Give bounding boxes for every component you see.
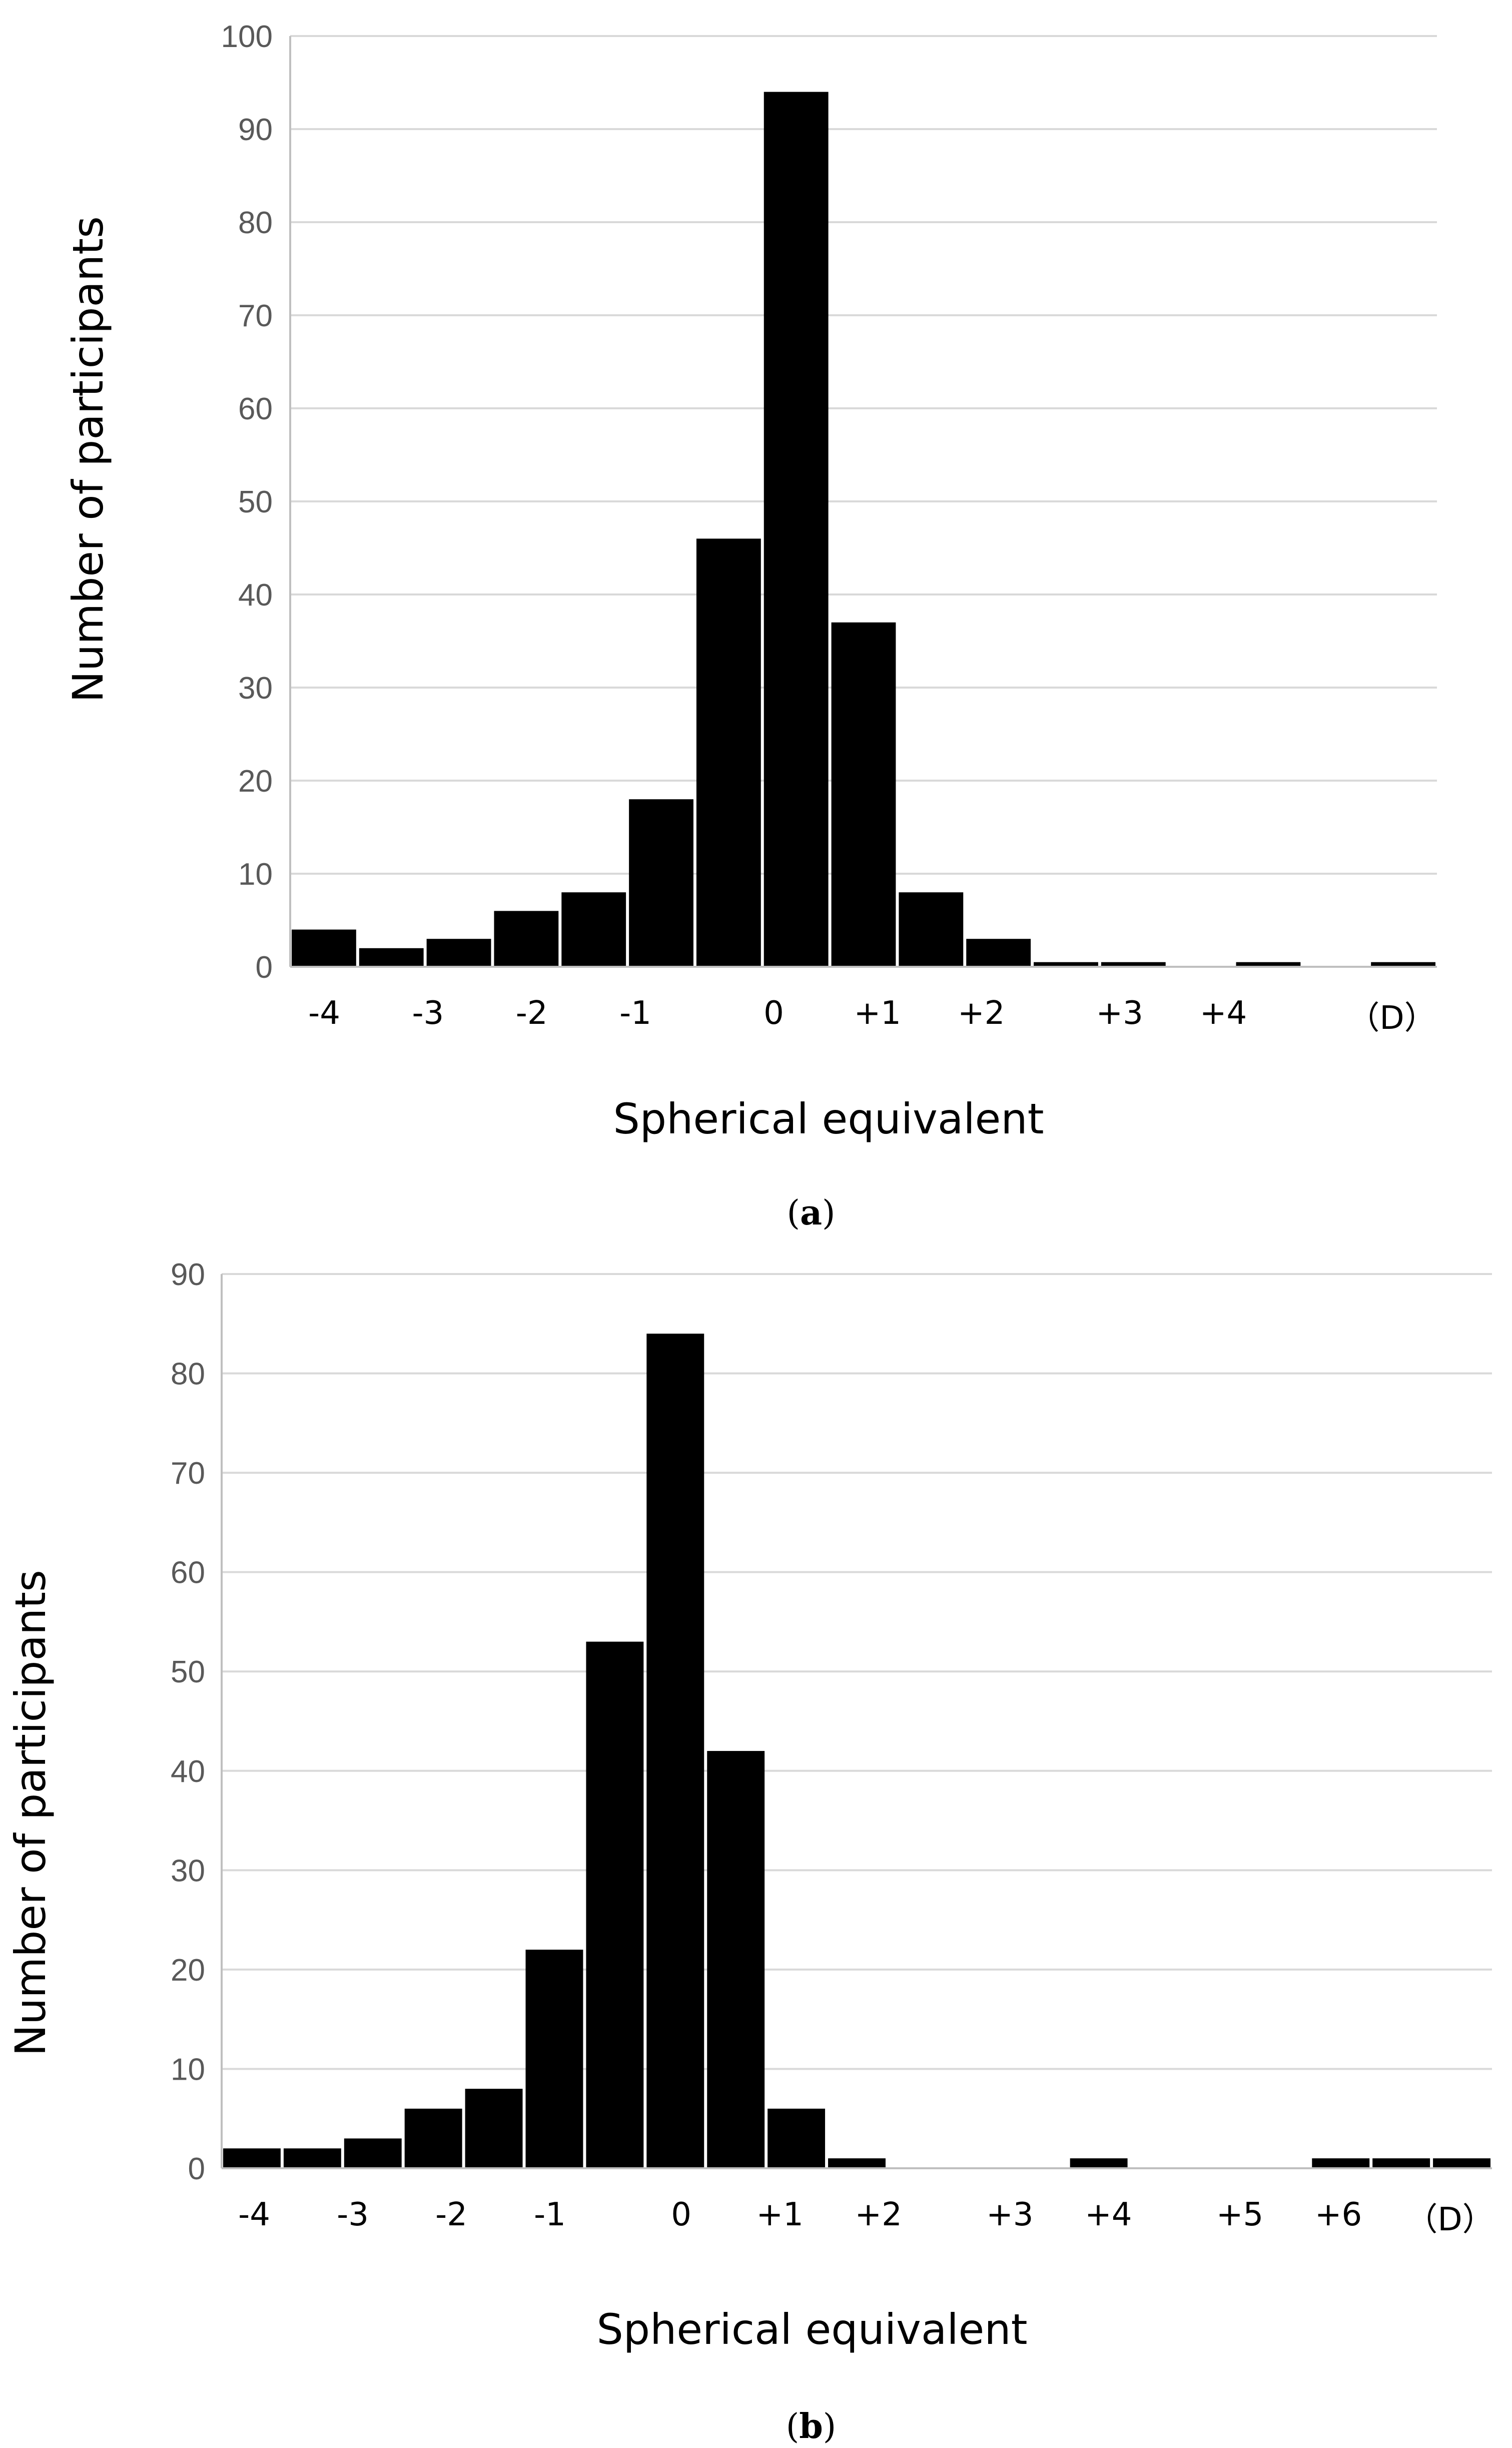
y-axis-title: Number of participants [6,1570,55,2056]
bar [831,622,896,967]
caption-a-open-paren: ( [787,1193,800,1233]
bar [1312,2158,1370,2168]
y-tick-label: 100 [221,20,273,54]
bar [828,2158,886,2168]
bar [1372,2158,1430,2168]
y-axis-title: Number of participants [64,216,113,703]
x-axis-title: Spherical equivalent [613,1094,1044,1143]
bar [707,1751,765,2168]
y-tick-label: 60 [171,1556,205,1590]
bar [768,2108,826,2168]
x-tick-label: -2 [516,995,548,1032]
y-tick-label: 80 [238,206,273,240]
panel-caption-a: (a) [787,1193,835,1233]
x-tick-label: +3 [986,2196,1033,2233]
bar [404,2108,462,2168]
x-unit-label: （D） [1405,2201,1494,2238]
x-tick-label: -4 [308,995,340,1032]
x-tick-label: +1 [756,2196,803,2233]
panel-caption-b: (b) [786,2406,837,2446]
x-tick-label: -3 [412,995,444,1032]
x-tick-label: +4 [1085,2196,1132,2233]
bar [646,1334,704,2168]
x-axis-title: Spherical equivalent [596,2305,1027,2354]
bar [966,939,1031,967]
x-tick-label: +2 [855,2196,902,2233]
bar [1070,2158,1128,2168]
bar [1236,962,1301,967]
bar [1371,962,1435,967]
y-tick-label: 20 [238,764,273,799]
x-tick-label: -1 [534,2196,566,2233]
bar [629,799,693,967]
bar [561,892,626,967]
chart-panel-b: 0 10 20 30 40 50 60 70 80 90 -4 -3 -2 -1 0 +1 +2 +3 +4 +5 +6… [6,1258,1494,2354]
x-tick-label: -1 [619,995,651,1032]
y-tick-label: 50 [238,485,273,519]
x-tick-label: 0 [764,995,784,1032]
bar [223,2148,281,2168]
x-unit-label: （D） [1347,1000,1436,1037]
bar [1433,2158,1490,2168]
caption-b-letter: b [799,2406,823,2446]
x-tick-label: -2 [435,2196,467,2233]
bar [465,2089,523,2168]
y-tick-label: 80 [171,1357,205,1392]
chart-panel-a: 0 10 20 30 40 50 60 70 80 90 100 -4 -3 -2 -1 0 +1 +2 +3 +4 （… [64,20,1437,1143]
bar [1101,962,1166,967]
y-tick-label: 20 [171,1953,205,1988]
bar [283,2148,341,2168]
bar [359,948,424,967]
bar [426,939,491,967]
x-tick-label: +2 [958,995,1005,1032]
caption-a-close-paren: ) [822,1193,836,1233]
bar [1034,962,1098,967]
y-tick-label: 0 [188,2152,205,2186]
y-tick-label: 30 [238,671,273,706]
y-tick-label: 60 [238,392,273,426]
bar [899,892,964,967]
y-tick-label: 40 [238,578,273,613]
x-tick-label: +3 [1096,995,1143,1032]
y-tick-label: 70 [171,1456,205,1491]
bar [696,538,761,967]
y-tick-label: 90 [171,1258,205,1292]
bar [292,929,356,967]
x-tick-label: +1 [854,995,901,1032]
x-tick-label: +6 [1315,2196,1362,2233]
x-tick-label: -4 [238,2196,270,2233]
bar [764,92,829,967]
caption-a-letter: a [800,1193,822,1233]
bar [344,2138,402,2168]
caption-b-open-paren: ( [786,2407,800,2446]
x-tick-label: +5 [1216,2196,1263,2233]
bar [494,911,559,967]
x-tick-label: -3 [337,2196,369,2233]
bar [525,1950,583,2168]
y-tick-label: 0 [256,950,273,985]
y-tick-label: 40 [171,1754,205,1789]
y-tick-label: 10 [171,2052,205,2087]
y-tick-label: 10 [238,857,273,892]
x-tick-label: 0 [671,2196,691,2233]
bar [586,1641,644,2168]
y-tick-label: 90 [238,113,273,147]
x-tick-label: +4 [1200,995,1247,1032]
y-tick-label: 70 [238,299,273,333]
y-tick-label: 30 [171,1854,205,1888]
y-tick-label: 50 [171,1655,205,1689]
caption-b-close-paren: ) [823,2407,837,2446]
